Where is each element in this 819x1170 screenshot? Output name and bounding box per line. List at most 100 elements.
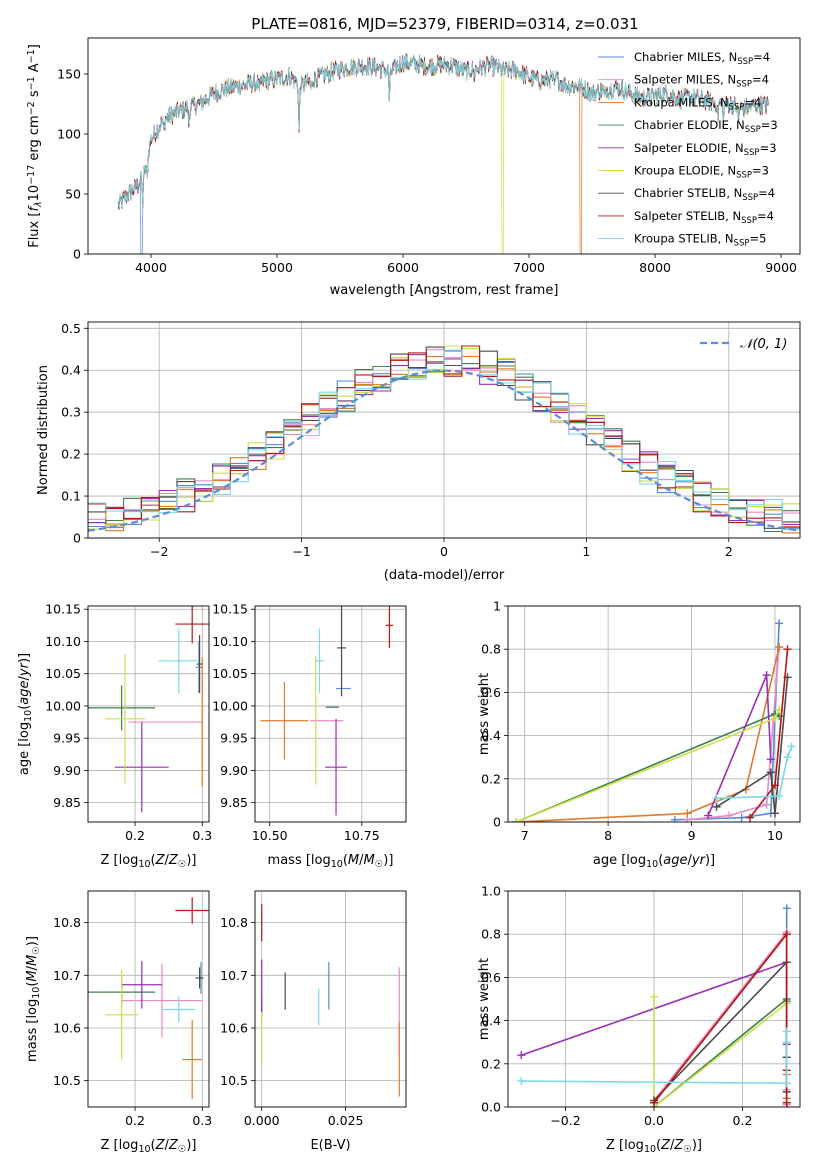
x-tick-label: 0.3 bbox=[192, 828, 212, 843]
errorbar-salpeter-elodie bbox=[114, 722, 169, 813]
y-tick-label: 10.7 bbox=[53, 968, 81, 983]
ticks: 0.2 0.3 9.85 9.90 9.95 10.00 10.05 10.10 10.15 bbox=[45, 602, 212, 843]
y-tick-label: 0.6 bbox=[481, 685, 501, 700]
axes-frame bbox=[254, 890, 407, 1108]
x-tick-label: 0.025 bbox=[328, 1113, 364, 1128]
plot-area bbox=[261, 904, 400, 1097]
x-tick-label: 6000 bbox=[387, 260, 419, 275]
panel-mass_vs_Z: 0.2 0.3 10.5 10.6 10.7 10.8 Z [log10(Z/Z☉)] mas… bbox=[25, 890, 212, 1155]
y-axis-label: age [log10(age/yr)] bbox=[17, 653, 34, 775]
mw-marker bbox=[766, 768, 775, 777]
plot-area bbox=[88, 606, 209, 813]
mw-marker bbox=[787, 742, 796, 751]
y-tick-label: 0.1 bbox=[61, 489, 81, 504]
panel-massweight_vs_age: 7 8 9 10 0 0.2 0.4 0.6 0.8 1 age [log10(age/yr)] ma… bbox=[477, 599, 801, 870]
y-tick-label: 10.10 bbox=[212, 634, 248, 649]
mw-marker bbox=[712, 794, 721, 803]
y-tick-label: 10.05 bbox=[212, 666, 248, 681]
y-tick-label: 0.2 bbox=[61, 447, 81, 462]
mw-marker bbox=[775, 792, 784, 801]
mw-series-salpeter-elodie bbox=[704, 671, 775, 820]
mw-marker bbox=[770, 714, 779, 723]
mw-line bbox=[653, 960, 788, 1102]
x-tick-label: −0.2 bbox=[550, 1113, 580, 1128]
y-tick-label: 9.95 bbox=[53, 731, 81, 746]
legend-entry: Salpeter ELODIE, NSSP=3 bbox=[634, 141, 777, 158]
y-tick-label: 0.5 bbox=[61, 321, 81, 336]
legend-entry: Kroupa ELODIE, NSSP=3 bbox=[634, 164, 769, 181]
y-tick-label: 0.8 bbox=[481, 927, 501, 942]
legend: Chabrier MILES, NSSP=4 Salpeter MILES, NS… bbox=[598, 50, 778, 248]
mw-series-kroupa-stelib bbox=[517, 1027, 791, 1088]
legend-entry: 𝒩(0, 1) bbox=[740, 337, 787, 352]
y-tick-label: 9.85 bbox=[53, 795, 81, 810]
mw-marker bbox=[512, 818, 521, 822]
mw-marker bbox=[783, 753, 792, 762]
x-tick-label: 5000 bbox=[261, 260, 293, 275]
errorbar-kroupa-stelib bbox=[158, 628, 199, 694]
y-tick-label: 10.5 bbox=[53, 1073, 81, 1088]
y-tick-label: 1 bbox=[493, 599, 501, 614]
mw-marker bbox=[782, 904, 791, 913]
y-tick-label: 10.00 bbox=[212, 698, 248, 713]
x-axis-label: E(B-V) bbox=[310, 1138, 350, 1153]
legend-entry: Chabrier ELODIE, NSSP=3 bbox=[634, 118, 778, 135]
y-axis-label: Flux [fλ10−17 erg cm−2 s−1 A−1] bbox=[26, 44, 44, 248]
errorbar-chabrier-miles bbox=[195, 641, 203, 694]
y-tick-label: 10.15 bbox=[212, 602, 248, 617]
axes-frame bbox=[87, 37, 801, 255]
errorbar-kroupa-stelib bbox=[161, 996, 196, 1023]
errorbar-salpeter-stelib bbox=[175, 606, 209, 644]
errorbar-chabrier-stelib bbox=[196, 635, 203, 694]
ticks: −2 −1 0 1 2 0 0.1 0.2 0.3 0.4 0.5 bbox=[61, 321, 733, 559]
ticks: 4000 5000 6000 7000 8000 9000 0 50 100 150 bbox=[57, 67, 797, 276]
plot-area bbox=[512, 619, 796, 822]
y-tick-label: 10.5 bbox=[220, 1073, 248, 1088]
mw-marker bbox=[650, 1098, 658, 1107]
x-tick-label: 8 bbox=[604, 828, 612, 843]
y-tick-label: 0.4 bbox=[481, 728, 501, 743]
x-tick-label: 0.000 bbox=[244, 1113, 280, 1128]
mw-line bbox=[521, 1031, 788, 1085]
plot-area bbox=[88, 897, 209, 1100]
mw-marker bbox=[775, 643, 784, 652]
mw-marker bbox=[770, 781, 779, 790]
mw-marker bbox=[762, 800, 771, 809]
y-axis-label: mass weight bbox=[477, 673, 492, 755]
mw-line bbox=[674, 623, 780, 821]
y-tick-label: 0 bbox=[493, 815, 501, 830]
mw-marker bbox=[762, 671, 771, 680]
y-tick-label: 10.7 bbox=[220, 968, 248, 983]
mw-marker bbox=[737, 813, 746, 822]
grid bbox=[255, 606, 406, 822]
x-tick-label: 7 bbox=[521, 828, 529, 843]
x-axis-label: Z [log10(Z/Z☉)] bbox=[606, 1138, 702, 1155]
axes-frame bbox=[507, 890, 801, 1108]
y-tick-label: 0.4 bbox=[61, 363, 81, 378]
errorbar-chabrier-elodie bbox=[88, 685, 156, 731]
axes-frame bbox=[87, 605, 210, 823]
x-tick-label: 10.50 bbox=[252, 828, 288, 843]
y-tick-label: 10.00 bbox=[45, 698, 81, 713]
mw-marker bbox=[650, 992, 658, 1001]
y-tick-label: 9.90 bbox=[220, 763, 248, 778]
plot-area bbox=[517, 904, 791, 1107]
mw-series-salpeter-stelib bbox=[745, 645, 792, 822]
plot-area bbox=[117, 53, 769, 254]
errorbar-kroupa-miles bbox=[182, 1020, 203, 1100]
y-tick-label: 10.6 bbox=[53, 1020, 81, 1035]
mw-marker bbox=[725, 811, 734, 820]
mw-marker bbox=[712, 802, 721, 811]
y-tick-label: 9.85 bbox=[220, 795, 248, 810]
mw-marker bbox=[782, 1098, 791, 1107]
x-axis-label: mass [log10(M/M☉)] bbox=[268, 853, 394, 870]
mw-marker bbox=[782, 1027, 791, 1036]
x-tick-label: 0.2 bbox=[125, 828, 145, 843]
x-tick-label: 10.75 bbox=[344, 828, 380, 843]
y-tick-label: 0.2 bbox=[481, 771, 501, 786]
mw-series-kroupa-elodie bbox=[512, 705, 784, 822]
panel-massweight_vs_Z: −0.2 0.0 0.2 0.0 0.2 0.4 0.6 0.8 1.0 Z [log10(Z/Z… bbox=[477, 884, 801, 1155]
mw-marker bbox=[517, 1077, 526, 1086]
axes-frame bbox=[507, 605, 801, 823]
